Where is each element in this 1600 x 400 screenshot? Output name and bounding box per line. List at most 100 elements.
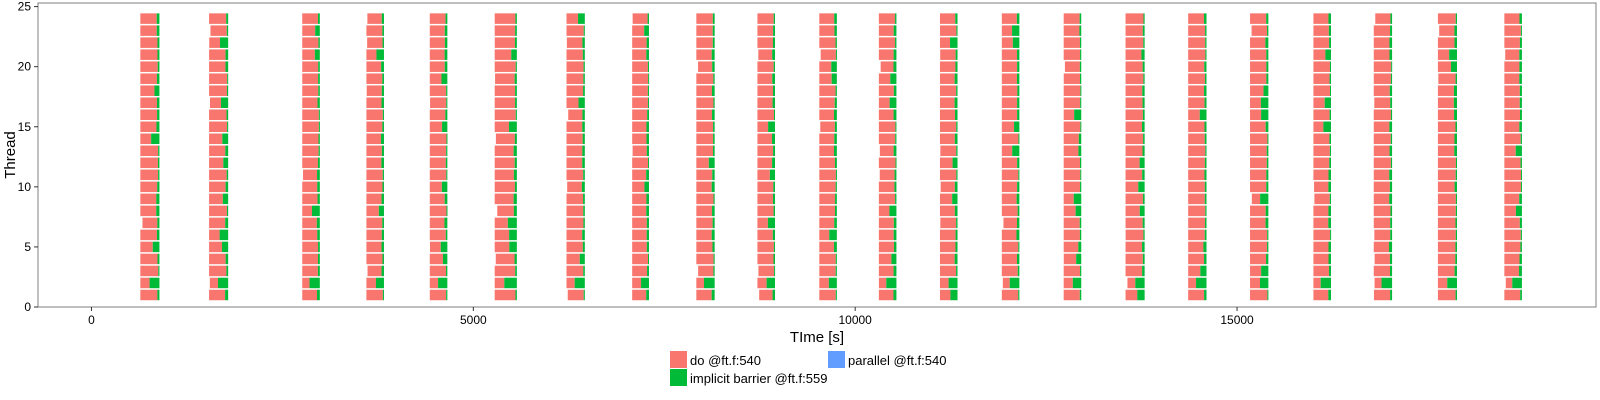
do-segment — [566, 61, 584, 72]
do-segment — [302, 121, 319, 133]
do-segment — [366, 241, 382, 253]
barrier-segment — [834, 145, 837, 157]
barrier-segment — [773, 25, 775, 36]
do-segment — [1505, 49, 1520, 60]
barrier-segment — [952, 193, 958, 205]
barrier-segment — [891, 253, 897, 265]
do-segment — [302, 241, 319, 253]
do-segment — [1188, 229, 1205, 241]
do-segment — [940, 145, 957, 157]
do-segment — [210, 25, 227, 36]
do-segment — [1313, 277, 1321, 289]
barrier-segment — [835, 49, 837, 60]
barrier-segment — [317, 253, 320, 265]
barrier-segment — [157, 217, 160, 229]
barrier-segment — [583, 169, 585, 181]
do-segment — [1504, 61, 1520, 72]
barrier-segment — [381, 61, 384, 72]
barrier-segment — [376, 49, 384, 60]
do-segment — [1001, 289, 1019, 301]
barrier-segment — [772, 37, 775, 48]
do-segment — [494, 265, 516, 277]
barrier-segment — [222, 241, 229, 253]
do-segment — [632, 157, 649, 169]
do-segment — [567, 181, 582, 193]
barrier-segment — [1260, 97, 1269, 108]
do-segment — [1373, 109, 1391, 121]
do-segment — [632, 205, 647, 217]
do-segment — [1063, 157, 1080, 169]
barrier-segment — [1017, 85, 1020, 96]
do-segment — [302, 253, 318, 265]
do-segment — [430, 97, 447, 108]
do-segment — [1063, 49, 1081, 60]
barrier-segment — [772, 73, 775, 84]
barrier-segment — [1455, 253, 1458, 265]
barrier-segment — [1328, 253, 1331, 265]
barrier-segment — [515, 25, 517, 36]
barrier-segment — [773, 145, 775, 157]
barrier-segment — [513, 205, 517, 217]
barrier-segment — [220, 37, 229, 48]
barrier-segment — [1390, 97, 1393, 108]
do-segment — [140, 109, 158, 121]
barrier-segment — [834, 25, 837, 36]
barrier-segment — [314, 49, 320, 60]
barrier-segment — [156, 229, 160, 241]
do-segment — [1063, 133, 1079, 145]
barrier-segment — [582, 157, 585, 169]
do-segment — [878, 121, 896, 133]
do-segment — [1437, 217, 1456, 229]
do-segment — [366, 181, 383, 193]
do-segment — [1250, 49, 1267, 60]
do-segment — [939, 229, 956, 241]
do-segment — [366, 277, 376, 289]
do-segment — [696, 85, 712, 96]
do-segment — [819, 265, 836, 277]
do-segment — [494, 217, 508, 229]
barrier-segment — [1266, 145, 1269, 157]
do-segment — [632, 241, 647, 253]
barrier-segment — [711, 181, 715, 193]
legend-label-barrier: implicit barrier @ft.f:559 — [690, 371, 827, 386]
barrier-segment — [712, 241, 715, 253]
barrier-segment — [1205, 205, 1207, 217]
x-tick-label: 5000 — [460, 313, 487, 327]
do-segment — [1373, 241, 1389, 253]
barrier-segment — [1266, 49, 1269, 60]
do-segment — [632, 73, 649, 84]
barrier-segment — [1266, 169, 1269, 181]
barrier-segment — [1141, 49, 1145, 60]
do-segment — [757, 109, 774, 121]
barrier-segment — [835, 181, 837, 193]
barrier-segment — [1454, 265, 1458, 277]
do-segment — [878, 13, 896, 24]
do-segment — [1437, 121, 1456, 133]
barrier-segment — [446, 133, 448, 145]
barrier-segment — [1080, 97, 1082, 108]
do-segment — [140, 97, 157, 108]
do-segment — [819, 253, 836, 265]
barrier-segment — [1267, 241, 1269, 253]
do-segment — [140, 73, 157, 84]
barrier-segment — [1520, 289, 1522, 301]
barrier-segment — [1018, 169, 1020, 181]
barrier-segment — [1143, 73, 1145, 84]
do-segment — [566, 49, 583, 60]
barrier-segment — [1080, 169, 1082, 181]
barrier-segment — [1455, 205, 1458, 217]
do-segment — [566, 193, 584, 205]
barrier-segment — [1204, 121, 1207, 133]
barrier-segment — [1080, 49, 1082, 60]
do-segment — [1001, 121, 1015, 133]
do-segment — [819, 85, 836, 96]
do-segment — [696, 97, 714, 108]
barrier-segment — [1330, 85, 1332, 96]
barrier-segment — [1453, 97, 1458, 108]
do-segment — [566, 37, 583, 48]
do-segment — [1125, 217, 1143, 229]
do-segment — [209, 145, 226, 157]
barrier-segment — [581, 181, 585, 193]
barrier-segment — [317, 229, 320, 241]
do-segment — [1313, 229, 1331, 241]
